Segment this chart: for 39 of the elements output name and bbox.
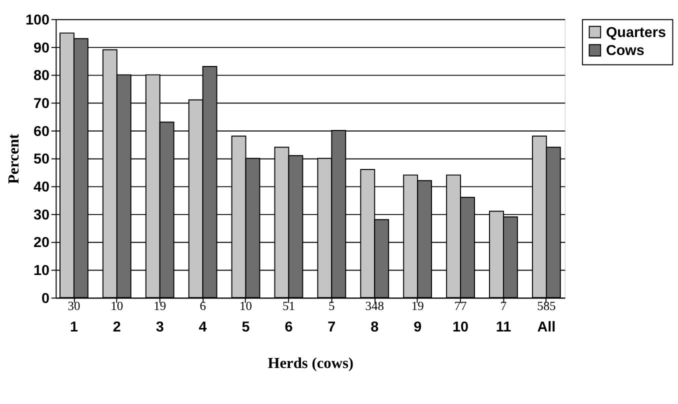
- y-tick-label: 90: [33, 40, 50, 56]
- y-tick-label: 60: [33, 124, 50, 140]
- text: 10: [240, 299, 252, 314]
- x-tick-label: 4: [198, 320, 207, 336]
- text: 348: [365, 299, 384, 314]
- y-axis-title: Percent: [6, 132, 23, 184]
- y-tick-label: 0: [41, 290, 50, 307]
- y-tick-label: 100: [25, 12, 50, 28]
- x-tick-label: All: [537, 320, 556, 336]
- y-tick-label: 50: [33, 152, 50, 168]
- y-tick-label: 80: [33, 68, 50, 84]
- x-tick-label: 1: [70, 320, 78, 336]
- x-axis-title: Herds (cows): [268, 355, 354, 372]
- legend-label: Cows: [606, 43, 644, 60]
- y-tick-label: 70: [33, 96, 50, 112]
- text: 5: [328, 299, 335, 314]
- text: 30: [68, 299, 80, 314]
- x-tick-label: 5: [242, 320, 250, 336]
- y-tick-label: 40: [33, 180, 50, 196]
- x-tick-label: 11: [496, 320, 512, 336]
- x-tick-label: 6: [284, 320, 293, 336]
- text: 585: [537, 299, 556, 314]
- text: 10: [110, 299, 124, 314]
- text: 19: [154, 299, 166, 314]
- x-tick-label: 3: [156, 320, 164, 336]
- text: 77: [454, 299, 467, 314]
- y-tick-label: 30: [33, 207, 50, 224]
- text: 6: [200, 299, 206, 314]
- text: 51: [282, 299, 295, 314]
- x-tick-label: 2: [112, 320, 121, 336]
- legend-label: Quarters: [606, 24, 666, 41]
- y-tick-label: 20: [33, 235, 50, 252]
- y-tick-label: 10: [33, 263, 50, 280]
- text: 7: [500, 299, 507, 314]
- x-tick-label: 8: [370, 320, 379, 336]
- text: 19: [411, 299, 424, 314]
- x-tick-label: 10: [452, 320, 469, 336]
- x-tick-label: 9: [414, 320, 422, 336]
- x-tick-label: 7: [328, 320, 336, 336]
